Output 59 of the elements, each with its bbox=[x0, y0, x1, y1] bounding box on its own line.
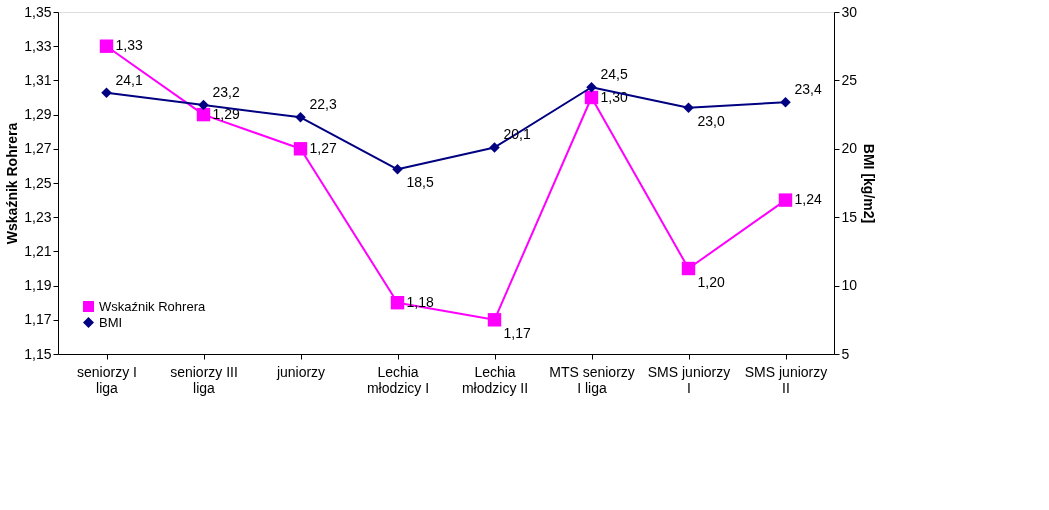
y-tick-label: 1,29 bbox=[24, 106, 52, 123]
legend-label: BMI bbox=[99, 314, 123, 330]
x-tick-label: seniorzy I liga bbox=[77, 363, 137, 396]
y-tick-label: 1,23 bbox=[24, 208, 52, 225]
data-label: 18,5 bbox=[406, 174, 434, 191]
data-label: 23,0 bbox=[697, 112, 725, 129]
y-tick-label: 1,21 bbox=[24, 242, 52, 259]
data-label: 22,3 bbox=[309, 96, 337, 113]
point bbox=[586, 82, 597, 93]
point bbox=[681, 261, 696, 276]
y-tick-label: 1,15 bbox=[24, 345, 52, 362]
y-axis-title: Wskaźnik Rohrera bbox=[4, 122, 21, 245]
y2-tick-label: 5 bbox=[841, 345, 850, 362]
point bbox=[392, 164, 403, 175]
point bbox=[196, 107, 211, 122]
y-tick-label: 1,35 bbox=[24, 3, 52, 20]
point bbox=[489, 142, 500, 153]
y-tick-label: 1,19 bbox=[24, 277, 52, 294]
x-tick-label: Lechia młodzicy II bbox=[461, 363, 529, 396]
y-tick-label: 1,33 bbox=[24, 37, 52, 54]
point bbox=[390, 295, 405, 310]
x-tick-label: seniorzy III liga bbox=[170, 363, 238, 396]
data-label: 23,2 bbox=[212, 84, 240, 101]
data-label: 24,1 bbox=[115, 71, 143, 88]
y2-tick-label: 15 bbox=[841, 208, 858, 225]
point bbox=[295, 112, 306, 123]
y2-tick-label: 30 bbox=[841, 3, 858, 20]
y2-tick-label: 10 bbox=[841, 277, 858, 294]
point bbox=[487, 313, 502, 327]
x-tick-label: SMS juniorzy I bbox=[647, 363, 731, 396]
y-tick-label: 1,17 bbox=[24, 311, 52, 328]
point bbox=[99, 39, 114, 53]
data-label: 23,4 bbox=[794, 81, 822, 98]
y-tick-label: 1,27 bbox=[24, 140, 52, 157]
data-label: 1,20 bbox=[697, 273, 725, 290]
data-label: 1,27 bbox=[309, 139, 337, 156]
y-tick-label: 1,31 bbox=[24, 71, 52, 88]
point bbox=[101, 87, 112, 98]
data-label: 24,5 bbox=[600, 66, 628, 83]
y2-tick-label: 25 bbox=[841, 71, 858, 88]
x-tick-label: juniorzy bbox=[275, 363, 326, 380]
data-label: 1,33 bbox=[115, 37, 143, 54]
x-tick-label: SMS juniorzy II bbox=[744, 363, 828, 396]
point bbox=[293, 142, 308, 156]
point bbox=[778, 193, 793, 207]
data-label: 1,24 bbox=[794, 191, 822, 208]
y-tick-label: 1,25 bbox=[24, 174, 52, 191]
point bbox=[584, 90, 599, 105]
data-label: 1,29 bbox=[212, 105, 240, 122]
x-tick-label: MTS seniorzy I liga bbox=[549, 363, 635, 396]
x-tick-label: Lechia młodzicy I bbox=[366, 363, 430, 396]
y2-axis-title: BMI [kg/m2] bbox=[861, 143, 878, 224]
data-label: 1,17 bbox=[503, 324, 531, 341]
point bbox=[683, 102, 694, 113]
point bbox=[198, 99, 209, 111]
data-label: 1,18 bbox=[406, 293, 434, 310]
legend-label: Wskaźnik Rohrera bbox=[99, 298, 206, 314]
point bbox=[780, 97, 791, 108]
y2-tick-label: 20 bbox=[841, 140, 858, 157]
